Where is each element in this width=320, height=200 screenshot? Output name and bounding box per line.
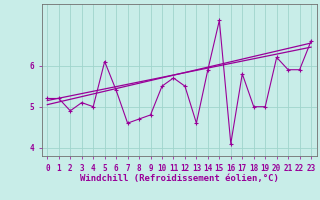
X-axis label: Windchill (Refroidissement éolien,°C): Windchill (Refroidissement éolien,°C) <box>80 174 279 183</box>
